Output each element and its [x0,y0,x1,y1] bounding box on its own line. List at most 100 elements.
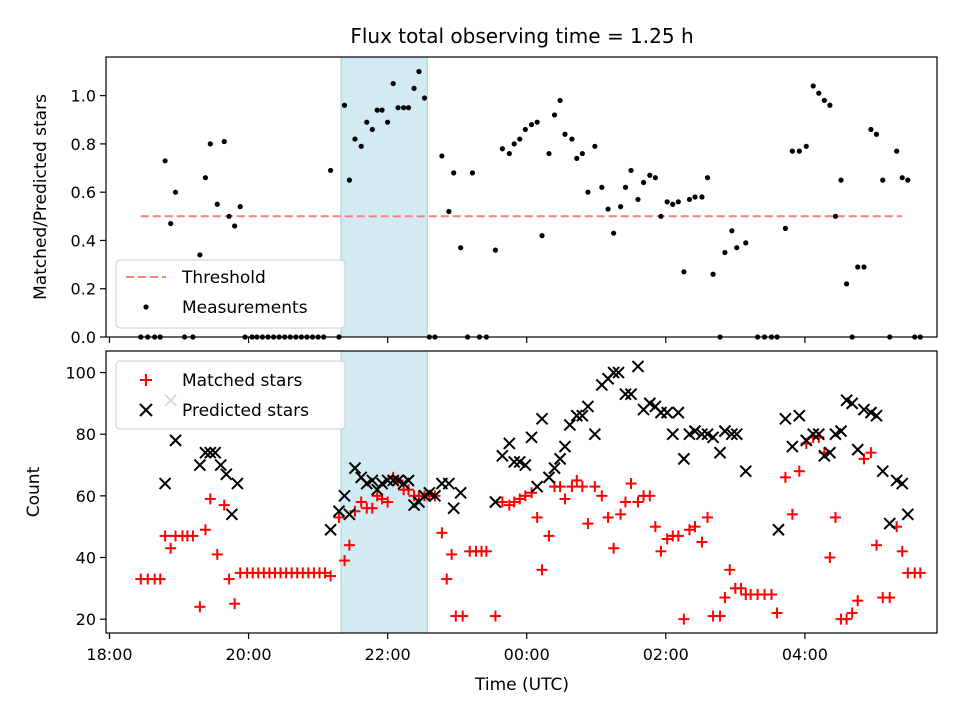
matched-point-71 [543,530,555,542]
measurement-point-91 [675,199,681,205]
legend-matched-swatch [140,374,152,386]
predicted-point-7 [214,458,227,472]
matched-point-83 [615,508,627,520]
matched-point-11 [199,524,211,536]
measurement-point-82 [622,184,629,190]
matched-point-77 [576,481,588,493]
measurement-point-11 [207,141,213,147]
predicted-point-78 [772,523,785,536]
measurement-point-83 [628,167,634,174]
matched-point-35 [339,555,351,567]
measurement-point-67 [534,119,540,125]
predicted-point-83 [807,428,820,441]
predicted-point-21 [381,474,394,487]
measurement-point-108 [789,148,795,154]
predicted-point-70 [695,428,709,441]
matched-point-55 [446,548,458,560]
predicted-point-96 [883,517,896,530]
predicted-point-15 [348,461,362,475]
predicted-star-points [158,360,915,536]
matched-point-118 [824,551,836,563]
measurement-point-79 [605,206,611,212]
predicted-point-32 [442,477,456,490]
measurement-point-16 [237,204,243,210]
bottom-ytick-label-4: 100 [65,364,96,383]
top-ytick-label-3: 0.6 [71,183,96,202]
predicted-point-99 [901,508,915,521]
matched-point-104 [735,582,747,594]
measurement-point-14 [226,213,232,219]
matched-point-70 [536,564,548,576]
measurement-point-46 [405,105,412,111]
matched-point-61 [480,545,492,557]
matched-point-101 [719,592,731,604]
matched-point-36 [343,539,355,551]
measurement-point-88 [658,213,664,219]
measurement-point-109 [796,148,802,154]
bottom-xtick-label-1: 20:00 [226,645,272,664]
measurement-point-35 [346,177,352,183]
matched-point-68 [526,487,538,499]
legend-matched-label: Matched stars [182,371,302,391]
measurement-point-77 [592,143,598,149]
measurement-point-64 [517,136,523,142]
predicted-point-48 [563,418,577,432]
matched-point-79 [589,481,601,493]
predicted-point-44 [542,471,556,484]
legend-predicted-swatch [139,403,153,417]
measurement-point-5 [168,220,174,227]
matched-point-97 [696,536,708,548]
predicted-point-59 [631,360,645,373]
predicted-point-36 [496,449,509,462]
predicted-point-95 [876,464,889,478]
predicted-point-2 [169,434,182,447]
measurement-point-87 [652,175,658,181]
measurement-point-89 [664,199,670,205]
matched-star-points [135,431,926,625]
measurement-point-115 [832,213,839,219]
measurement-point-39 [369,126,375,133]
measurement-point-44 [395,105,401,111]
predicted-point-40 [519,458,532,472]
matched-point-112 [786,508,798,520]
matched-point-65 [508,496,520,508]
measurement-point-86 [647,172,653,178]
measurement-point-63 [511,141,517,147]
measurement-point-38 [364,119,370,125]
matched-point-74 [559,493,571,505]
measurement-point-65 [522,126,528,133]
matched-point-94 [678,613,690,625]
top-ytick-label-0: 0.0 [71,328,96,347]
predicted-point-75 [725,428,739,441]
bottom-ytick-label-3: 80 [76,425,96,444]
bottom-axis-ticks: 20 40 60 80 100 18:00 20:00 22:00 00:00 02:00 04:0… [65,364,827,664]
predicted-point-42 [530,480,544,493]
measurement-point-36 [352,136,358,142]
measurement-point-45 [401,105,407,111]
predicted-point-57 [619,387,632,401]
top-panel: 0.0 0.2 0.4 0.6 0.8 1.0 Matched/Predicted sta… [31,56,938,347]
highlight-band-top [340,56,428,338]
predicted-point-74 [718,424,732,438]
measurement-point-57 [469,170,476,176]
measurement-point-74 [574,155,580,161]
bottom-xtick-label-2: 22:00 [365,645,411,664]
legend-measurements-label: Measurements [182,298,308,318]
predicted-point-35 [489,495,502,509]
measurement-point-72 [562,131,568,137]
measurement-point-37 [358,143,364,149]
predicted-point-72 [706,431,720,444]
matched-point-86 [632,496,644,508]
predicted-point-14 [343,508,356,521]
matched-point-38 [355,496,367,508]
measurement-point-100 [729,228,735,234]
matched-point-84 [619,496,631,508]
top-ytick-label-4: 0.8 [71,135,96,154]
predicted-point-25 [402,474,415,487]
matched-point-96 [689,521,701,533]
predicted-point-73 [713,446,727,459]
measurement-point-114 [827,102,833,108]
predicted-point-6 [208,446,222,459]
measurement-point-96 [704,175,711,181]
measurement-point-127 [905,177,911,183]
